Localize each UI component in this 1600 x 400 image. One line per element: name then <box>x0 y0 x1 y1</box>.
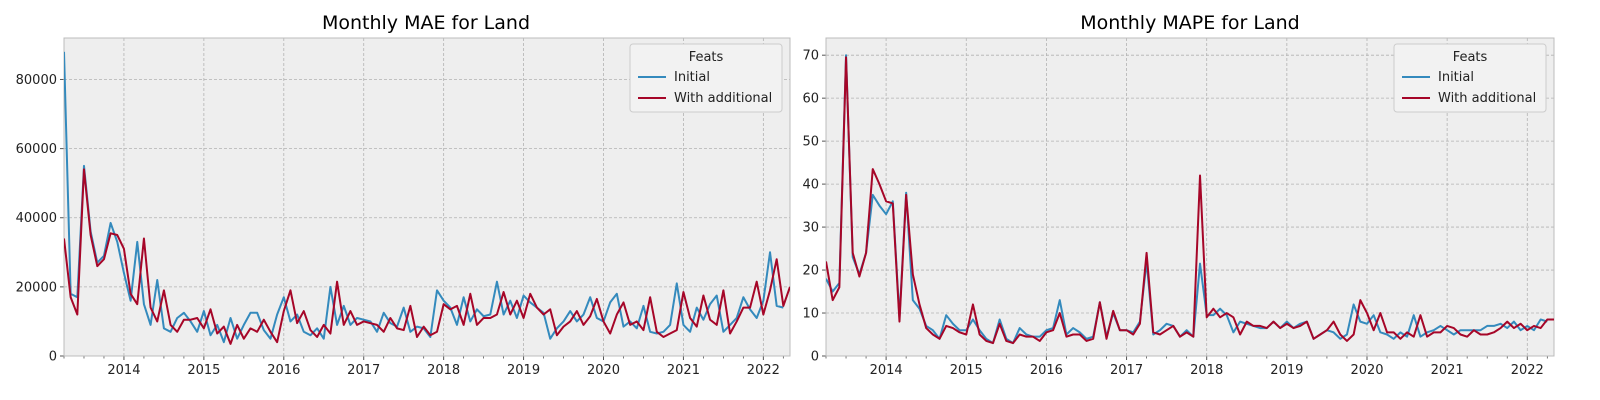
mape-plot-frame <box>825 37 1555 357</box>
mae-x-tick-label: 2018 <box>427 363 460 378</box>
mape-legend-label-initial: Initial <box>1438 70 1474 85</box>
mae-x-tick-label: 2020 <box>587 363 620 378</box>
mae-series-with-additional-line <box>64 168 790 345</box>
mape-x-tick-label: 2017 <box>1110 363 1143 378</box>
mae-chart-panel: Monthly MAE for Land 0 20000 40000 60000 800… <box>16 12 791 378</box>
mape-y-tick-label: 60 <box>802 92 819 107</box>
mape-x-tick-label: 2021 <box>1431 363 1464 378</box>
mape-x-tick-label: 2018 <box>1190 363 1223 378</box>
mae-y-tick-label: 60000 <box>16 142 57 157</box>
mape-x-tick-label: 2022 <box>1511 363 1544 378</box>
mae-x-tick-label: 2019 <box>507 363 540 378</box>
mape-x-tick-label: 2020 <box>1350 363 1383 378</box>
mae-x-tick-label: 2014 <box>107 363 140 378</box>
mape-x-tick-label: 2015 <box>950 363 983 378</box>
mape-chart-title: Monthly MAPE for Land <box>1080 12 1300 34</box>
mae-legend-label-with-additional: With additional <box>674 91 772 106</box>
mae-y-tick-label: 80000 <box>16 73 57 88</box>
mape-legend-label-with-additional: With additional <box>1438 91 1536 106</box>
mae-legend-title: Feats <box>689 50 724 65</box>
mae-x-tick-label: 2016 <box>267 363 300 378</box>
mape-y-tick-label: 30 <box>802 221 819 236</box>
mape-y-tick-label: 50 <box>802 135 819 150</box>
mae-legend-box <box>629 43 783 113</box>
mape-y-tick-label: 0 <box>811 350 819 365</box>
mape-legend-title: Feats <box>1453 50 1488 65</box>
mape-legend-box <box>1393 43 1547 113</box>
mape-y-tick-label: 10 <box>802 307 819 322</box>
mae-x-tick-label: 2015 <box>187 363 220 378</box>
mae-x-tick-label: 2021 <box>667 363 700 378</box>
mape-chart-panel: Monthly MAPE for Land 0 10 20 30 40 50 60 70 201… <box>802 12 1555 378</box>
mape-legend: Feats Initial With additional <box>1393 43 1547 113</box>
mae-x-tick-label: 2022 <box>747 363 780 378</box>
mae-legend: Feats Initial With additional <box>629 43 783 113</box>
mae-x-tick-label: 2017 <box>347 363 380 378</box>
mape-series-with-additional-line <box>826 56 1554 345</box>
mae-legend-label-initial: Initial <box>674 70 710 85</box>
mape-x-tick-label: 2014 <box>870 363 903 378</box>
mae-chart-title: Monthly MAE for Land <box>322 12 530 34</box>
mae-y-tick-label: 40000 <box>16 211 57 226</box>
mae-plot-frame <box>63 37 791 357</box>
mape-x-tick-label: 2016 <box>1030 363 1063 378</box>
mape-y-tick-label: 40 <box>802 178 819 193</box>
mae-y-tick-label: 0 <box>49 350 57 365</box>
mape-x-tick-label: 2019 <box>1270 363 1303 378</box>
mae-y-tick-label: 20000 <box>16 280 57 295</box>
mape-series-initial-line <box>826 54 1548 345</box>
mape-y-tick-label: 70 <box>802 49 819 64</box>
mape-y-tick-label: 20 <box>802 264 819 279</box>
